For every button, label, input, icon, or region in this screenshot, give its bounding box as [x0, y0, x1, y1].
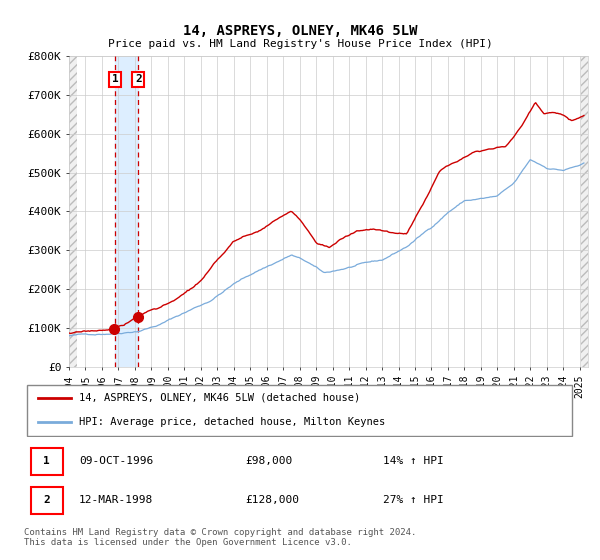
Text: 14% ↑ HPI: 14% ↑ HPI [383, 456, 443, 466]
Text: Contains HM Land Registry data © Crown copyright and database right 2024.
This d: Contains HM Land Registry data © Crown c… [24, 528, 416, 547]
FancyBboxPatch shape [31, 448, 62, 475]
Text: HPI: Average price, detached house, Milton Keynes: HPI: Average price, detached house, Milt… [79, 417, 385, 427]
FancyBboxPatch shape [27, 385, 572, 436]
Text: £128,000: £128,000 [245, 496, 299, 506]
Text: 1: 1 [43, 456, 50, 466]
FancyBboxPatch shape [31, 487, 62, 514]
Bar [69, 56, 77, 367]
Text: 2: 2 [43, 496, 50, 506]
Text: 1: 1 [112, 74, 118, 85]
Text: 12-MAR-1998: 12-MAR-1998 [79, 496, 154, 506]
Text: 14, ASPREYS, OLNEY, MK46 5LW (detached house): 14, ASPREYS, OLNEY, MK46 5LW (detached h… [79, 393, 361, 403]
Text: 14, ASPREYS, OLNEY, MK46 5LW: 14, ASPREYS, OLNEY, MK46 5LW [183, 24, 417, 38]
Bar [115, 56, 139, 367]
Bar [581, 56, 588, 367]
Text: 27% ↑ HPI: 27% ↑ HPI [383, 496, 443, 506]
Text: Price paid vs. HM Land Registry's House Price Index (HPI): Price paid vs. HM Land Registry's House … [107, 39, 493, 49]
Text: 09-OCT-1996: 09-OCT-1996 [79, 456, 154, 466]
Text: 2: 2 [135, 74, 142, 85]
Text: £98,000: £98,000 [245, 456, 292, 466]
